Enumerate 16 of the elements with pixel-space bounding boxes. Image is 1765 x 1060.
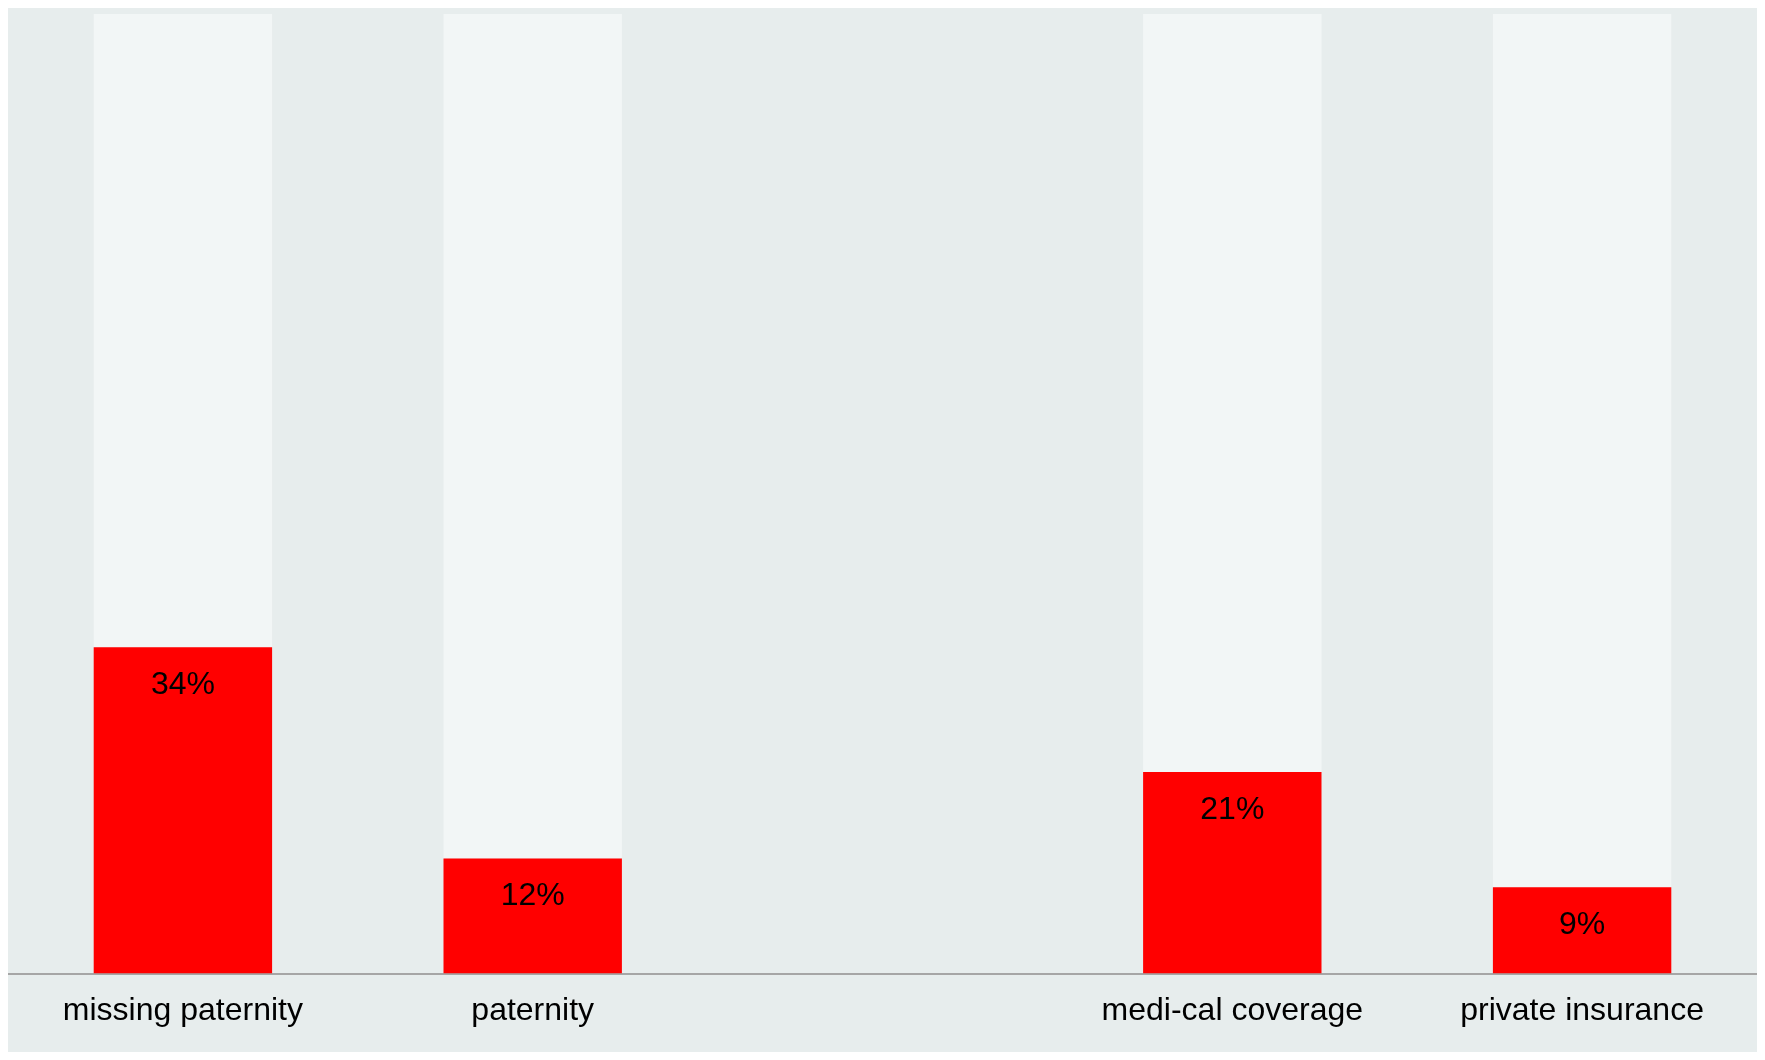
- bar: [1143, 14, 1322, 773]
- data-label: 9%: [1558, 905, 1606, 942]
- bar: [443, 858, 622, 974]
- x-tick-label: private insurance: [1460, 990, 1704, 1027]
- bar: [1492, 14, 1672, 888]
- bar: [1143, 772, 1322, 974]
- bar: [93, 647, 273, 974]
- x-tick-label: missing paternity: [62, 990, 303, 1027]
- data-label: 34%: [150, 665, 215, 702]
- bar: [443, 14, 622, 859]
- x-tick-label: paternity: [471, 990, 595, 1027]
- data-label: 12%: [500, 876, 565, 913]
- data-label: 21%: [1200, 789, 1265, 826]
- bar: [93, 14, 273, 648]
- x-tick-label: medi-cal coverage: [1101, 990, 1364, 1027]
- bar: [1492, 887, 1672, 974]
